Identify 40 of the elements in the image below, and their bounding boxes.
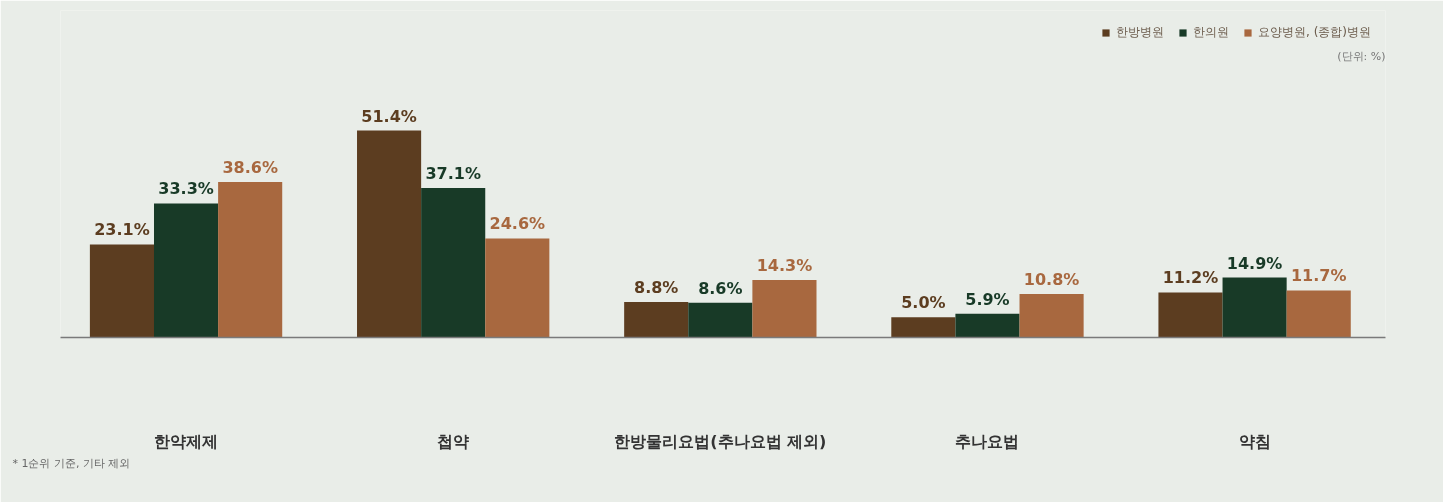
bar	[688, 302, 753, 338]
x-tick-label: 약침	[1238, 431, 1271, 451]
data-label: 11.7%	[1290, 266, 1347, 286]
data-label: 37.1%	[425, 164, 481, 184]
data-label: 11.2%	[1162, 268, 1219, 288]
bar	[89, 244, 154, 338]
x-tick-label: 한약제제	[154, 431, 219, 451]
data-label: 23.1%	[94, 220, 150, 240]
legend-label: 요양병원, (종합)병원	[1258, 24, 1371, 41]
text: (단위: %)	[1337, 50, 1386, 63]
data-label: 8.8%	[634, 278, 679, 298]
bar	[485, 238, 550, 338]
bar	[1286, 290, 1351, 338]
bar	[1222, 277, 1287, 338]
bar	[1019, 294, 1084, 338]
data-label: 5.0%	[901, 293, 946, 313]
bar	[1158, 292, 1223, 338]
data-label: 8.6%	[698, 278, 743, 298]
data-label: 51.4%	[361, 106, 417, 126]
bar	[955, 313, 1020, 338]
bar	[154, 203, 219, 338]
x-tick-label: 한방물리요법(추나요법 제외)	[614, 431, 827, 451]
bar	[357, 130, 422, 338]
bar	[421, 188, 486, 338]
bar	[752, 279, 817, 338]
text: * 1순위 기준, 기타 제외	[12, 456, 131, 470]
data-label: 14.9%	[1226, 253, 1283, 273]
data-label: 10.8%	[1023, 270, 1080, 290]
bar	[218, 182, 283, 338]
x-tick-label: 추나요법	[955, 431, 1020, 451]
x-tick-label: 첩약	[437, 431, 470, 451]
data-label: 5.9%	[965, 289, 1010, 309]
data-label: 33.3%	[158, 179, 214, 199]
data-label: 14.3%	[756, 255, 813, 275]
bar	[891, 317, 956, 338]
legend-label: 한의원	[1193, 24, 1229, 41]
legend-label: 한방병원	[1116, 24, 1164, 41]
data-label: 38.6%	[222, 158, 278, 178]
bar	[624, 302, 689, 338]
data-label: 24.6%	[489, 214, 546, 234]
